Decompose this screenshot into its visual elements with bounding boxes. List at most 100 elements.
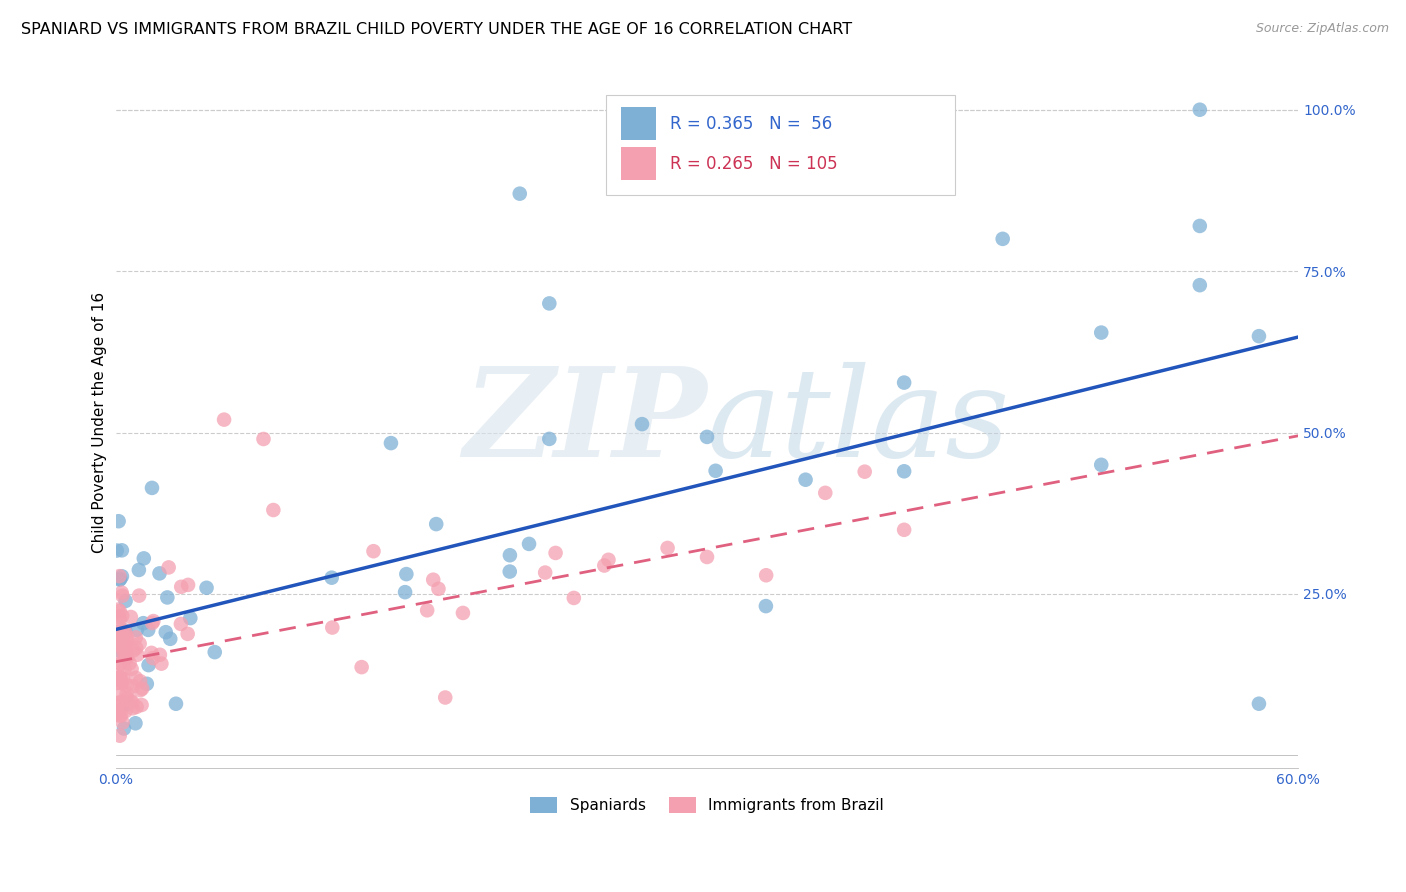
- Point: [110, 704, 132, 718]
- Point: [110, 657, 132, 671]
- Point: [107, 671, 129, 685]
- Point: [127, 648, 149, 662]
- Point: [114, 704, 136, 718]
- Point: [107, 699, 129, 714]
- Point: [170, 617, 193, 632]
- Point: [363, 544, 385, 558]
- Legend: Spaniards, Immigrants from Brazil: Spaniards, Immigrants from Brazil: [524, 791, 890, 820]
- Point: [176, 627, 198, 641]
- Point: [125, 640, 148, 655]
- Point: [204, 645, 226, 659]
- Point: [107, 638, 129, 652]
- Point: [111, 640, 134, 654]
- Point: [121, 662, 143, 676]
- Point: [1247, 697, 1270, 711]
- Point: [121, 695, 143, 709]
- Point: [105, 676, 128, 690]
- Point: [177, 578, 200, 592]
- Point: [115, 691, 138, 706]
- Point: [893, 464, 915, 478]
- Point: [112, 722, 135, 736]
- Point: [350, 660, 373, 674]
- Point: [157, 560, 180, 574]
- Point: [131, 698, 153, 712]
- Point: [105, 706, 128, 721]
- Point: [115, 687, 138, 701]
- Point: [111, 715, 134, 730]
- Point: [108, 610, 131, 624]
- Point: [107, 602, 129, 616]
- Point: [124, 716, 146, 731]
- Point: [135, 677, 157, 691]
- Point: [107, 632, 129, 647]
- FancyBboxPatch shape: [606, 95, 956, 194]
- Point: [156, 591, 179, 605]
- Point: [111, 589, 134, 603]
- Point: [141, 646, 163, 660]
- Point: [115, 650, 138, 665]
- Point: [115, 679, 138, 693]
- Point: [125, 699, 148, 714]
- Point: [262, 503, 284, 517]
- Point: [132, 616, 155, 631]
- Point: [128, 563, 150, 577]
- Point: [434, 690, 457, 705]
- Text: Source: ZipAtlas.com: Source: ZipAtlas.com: [1256, 22, 1389, 36]
- Point: [110, 674, 132, 689]
- Point: [115, 698, 138, 712]
- Point: [108, 604, 131, 618]
- Point: [111, 585, 134, 599]
- Point: [141, 615, 163, 630]
- Point: [814, 486, 837, 500]
- Point: [159, 632, 181, 646]
- Point: [991, 232, 1014, 246]
- Point: [131, 681, 153, 696]
- Point: [108, 573, 131, 587]
- Point: [1090, 458, 1112, 472]
- Point: [142, 651, 165, 665]
- Point: [112, 628, 135, 642]
- Point: [509, 186, 531, 201]
- Point: [115, 650, 138, 665]
- Text: ZIP: ZIP: [463, 362, 707, 483]
- Point: [252, 432, 274, 446]
- Point: [125, 623, 148, 637]
- Point: [108, 708, 131, 723]
- Text: atlas: atlas: [707, 362, 1011, 483]
- Point: [104, 628, 127, 642]
- Y-axis label: Child Poverty Under the Age of 16: Child Poverty Under the Age of 16: [93, 293, 107, 553]
- Point: [321, 621, 343, 635]
- Point: [1247, 329, 1270, 343]
- Point: [120, 693, 142, 707]
- Bar: [620, 147, 657, 180]
- Point: [212, 412, 235, 426]
- Point: [149, 648, 172, 662]
- Point: [125, 671, 148, 685]
- Point: [394, 585, 416, 599]
- Point: [108, 643, 131, 657]
- Point: [108, 633, 131, 648]
- Bar: [620, 107, 657, 140]
- Point: [538, 296, 561, 310]
- Point: [1188, 219, 1211, 233]
- Point: [422, 573, 444, 587]
- Point: [1188, 103, 1211, 117]
- Point: [562, 591, 585, 605]
- Point: [112, 672, 135, 686]
- Point: [136, 623, 159, 637]
- Point: [128, 589, 150, 603]
- Point: [105, 637, 128, 651]
- Point: [704, 464, 727, 478]
- Point: [105, 696, 128, 710]
- Point: [148, 566, 170, 581]
- Point: [538, 432, 561, 446]
- Point: [107, 625, 129, 640]
- Point: [114, 637, 136, 651]
- Point: [128, 637, 150, 651]
- Point: [755, 599, 778, 613]
- Point: [170, 580, 193, 594]
- Point: [107, 673, 129, 687]
- Point: [142, 614, 165, 628]
- Point: [110, 708, 132, 723]
- Text: SPANIARD VS IMMIGRANTS FROM BRAZIL CHILD POVERTY UNDER THE AGE OF 16 CORRELATION: SPANIARD VS IMMIGRANTS FROM BRAZIL CHILD…: [21, 22, 852, 37]
